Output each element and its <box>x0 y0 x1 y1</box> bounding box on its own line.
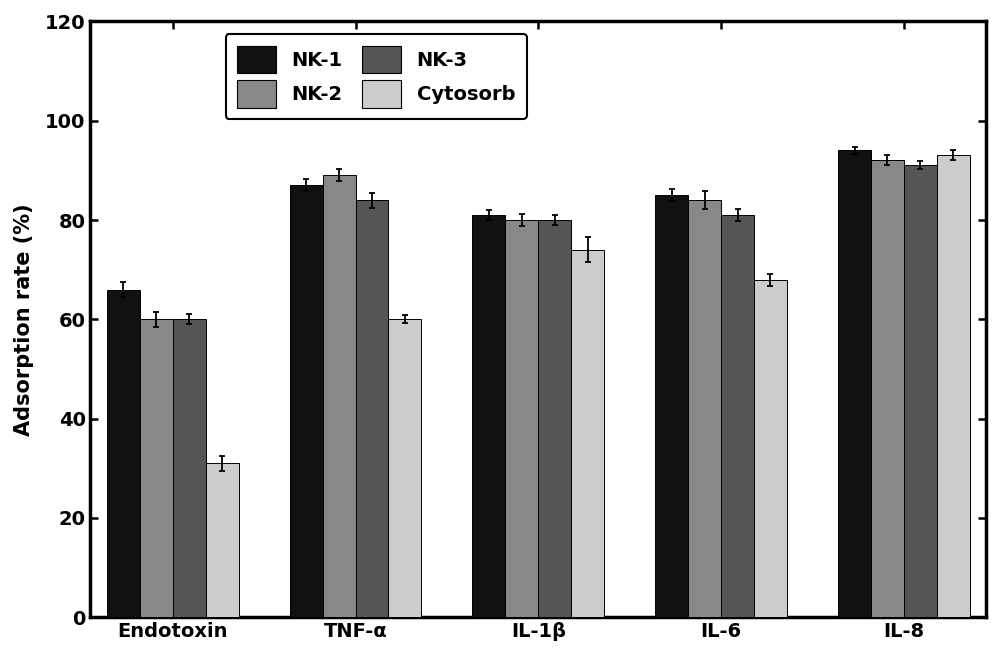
Bar <box>107 290 140 617</box>
Bar <box>655 195 688 617</box>
Bar <box>290 185 323 617</box>
Bar <box>388 320 421 617</box>
Bar <box>173 320 206 617</box>
Bar <box>871 160 904 617</box>
Bar <box>937 155 970 617</box>
Bar <box>754 280 787 617</box>
Bar <box>571 250 604 617</box>
Bar <box>538 220 571 617</box>
Bar <box>721 215 754 617</box>
Bar <box>356 200 388 617</box>
Legend: NK-1, NK-2, NK-3, Cytosorb: NK-1, NK-2, NK-3, Cytosorb <box>226 34 527 119</box>
Bar <box>472 215 505 617</box>
Bar <box>505 220 538 617</box>
Bar <box>206 463 239 617</box>
Bar <box>323 176 356 617</box>
Bar <box>904 166 937 617</box>
Bar <box>838 151 871 617</box>
Y-axis label: Adsorption rate (%): Adsorption rate (%) <box>14 203 34 436</box>
Bar <box>140 320 173 617</box>
Bar <box>688 200 721 617</box>
